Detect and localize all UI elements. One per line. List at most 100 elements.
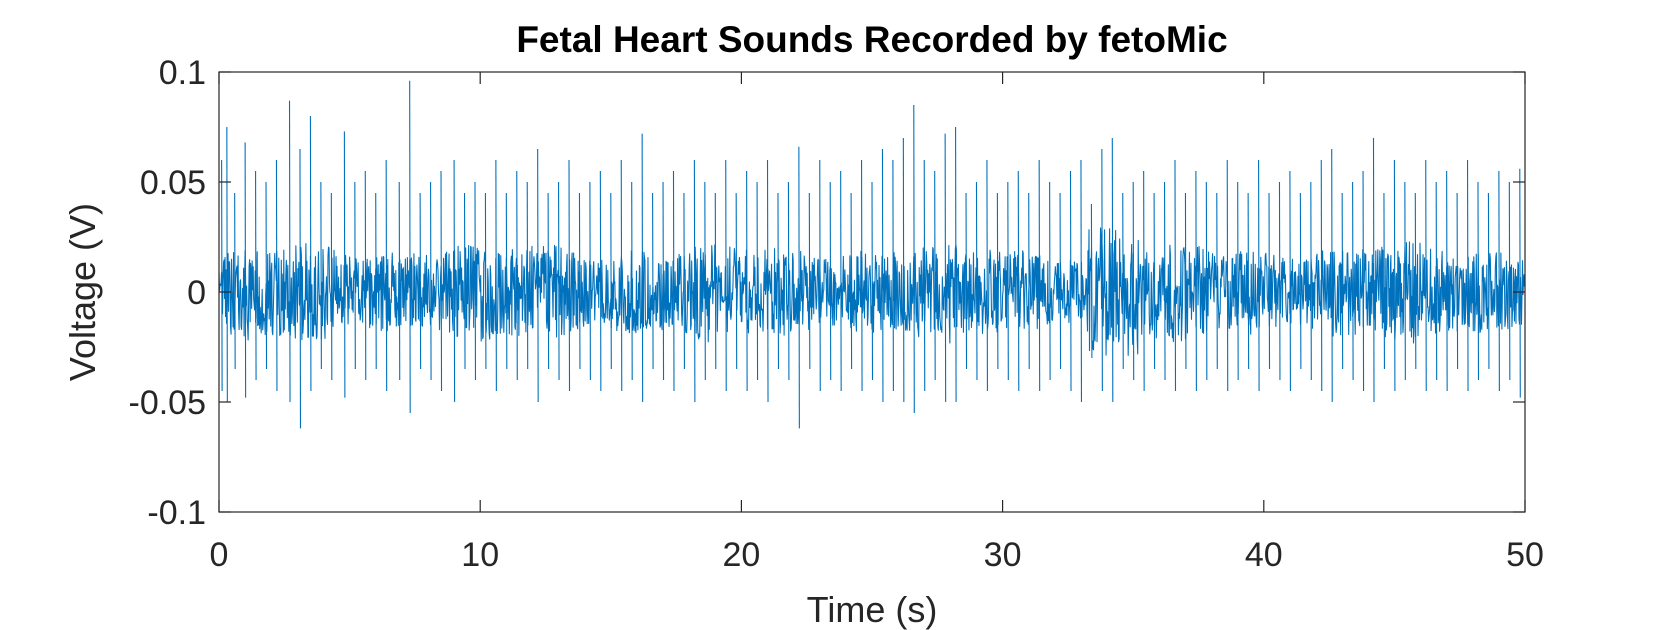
heart-spike: [537, 148, 539, 403]
heart-spike: [1122, 192, 1124, 370]
heart-spike: [1205, 181, 1208, 381]
heart-spike: [913, 104, 915, 414]
heart-spike: [1425, 159, 1427, 392]
heart-spike: [1195, 170, 1197, 392]
heart-spike: [1174, 159, 1177, 392]
heart-spike: [996, 192, 999, 370]
heart-spike: [1049, 181, 1051, 381]
x-tick-label: 40: [1245, 536, 1283, 574]
heart-spike: [1226, 159, 1229, 392]
heart-spike: [1508, 181, 1511, 381]
heart-spike: [453, 159, 456, 403]
heart-spike: [474, 181, 477, 381]
heart-spike: [620, 159, 623, 392]
heart-spike: [1414, 192, 1417, 370]
heart-spike: [1331, 148, 1333, 403]
heart-spike: [1132, 181, 1135, 381]
heart-spike: [1101, 148, 1103, 392]
y-tick-label: -0.05: [129, 384, 207, 422]
heart-spike: [1341, 192, 1344, 370]
heart-spike: [881, 148, 884, 403]
chart-title: Fetal Heart Sounds Recorded by fetoMic: [516, 19, 1227, 60]
heart-spike: [808, 192, 811, 370]
heart-spike: [547, 192, 550, 370]
heart-spike: [944, 133, 947, 403]
heart-spike: [255, 170, 257, 381]
heart-spike: [631, 181, 633, 381]
heart-spike: [662, 181, 665, 381]
heart-spike: [1435, 181, 1438, 381]
heart-spike: [275, 159, 278, 392]
heart-spike: [1393, 159, 1396, 392]
heart-spike: [892, 159, 894, 392]
heart-spike: [934, 170, 936, 381]
heart-spike: [860, 159, 863, 392]
heart-spike: [1289, 170, 1291, 392]
heart-spike: [975, 181, 978, 381]
heart-spike: [234, 192, 236, 370]
heart-spike: [787, 181, 790, 381]
heart-spike: [1216, 192, 1218, 370]
heart-spike: [1299, 192, 1302, 370]
heart-spike: [610, 192, 612, 370]
heart-spike: [1320, 159, 1323, 392]
heart-spike: [1258, 159, 1260, 392]
heart-spike: [589, 181, 591, 381]
x-tick-label: 0: [210, 536, 229, 574]
heart-spike: [1017, 170, 1020, 392]
heart-spike: [375, 192, 377, 370]
heart-spike: [1153, 192, 1156, 370]
heart-spike: [526, 181, 529, 370]
heart-spike: [343, 131, 346, 398]
heart-spike: [746, 170, 748, 392]
heart-spike: [599, 170, 602, 392]
x-tick-label: 10: [461, 536, 499, 574]
heart-spike: [819, 159, 821, 392]
heart-spike: [766, 159, 769, 403]
heart-spike: [568, 159, 571, 392]
heart-spike: [484, 192, 487, 370]
heart-spike: [1038, 159, 1041, 392]
heart-spike: [221, 159, 223, 392]
heart-spike: [1028, 192, 1030, 370]
heart-spike: [578, 192, 581, 370]
y-tick-label: -0.1: [147, 494, 206, 532]
heart-spike: [354, 181, 356, 370]
heart-spike: [756, 181, 759, 381]
heart-spike: [798, 146, 800, 429]
heart-spike: [1143, 170, 1145, 392]
heart-spike: [672, 170, 675, 392]
heart-spike: [419, 192, 422, 370]
heart-spike: [1310, 181, 1312, 381]
heart-spike: [385, 159, 388, 392]
heart-spike: [495, 159, 497, 392]
heart-spike: [1487, 192, 1490, 370]
heart-spike: [330, 192, 333, 381]
heart-spike: [1247, 192, 1250, 370]
heart-spike: [955, 126, 957, 403]
heart-spike: [902, 137, 905, 403]
heart-spike: [714, 192, 717, 370]
heart-spike: [1163, 181, 1166, 381]
heart-spike: [965, 192, 968, 370]
x-tick-label: 20: [722, 536, 760, 574]
heart-spike: [1466, 159, 1469, 392]
y-axis-label: Voltage (V): [62, 203, 103, 381]
heart-spike: [1111, 137, 1114, 403]
heart-spike: [1080, 159, 1083, 403]
heart-spike: [226, 126, 228, 403]
heart-spike: [1278, 181, 1281, 381]
x-axis-label: Time (s): [807, 589, 938, 630]
heart-spike: [1446, 170, 1448, 392]
y-tick-label: 0.05: [140, 164, 206, 202]
heart-spike: [265, 181, 268, 370]
heart-spike: [1498, 170, 1500, 392]
heart-spike: [1090, 203, 1093, 359]
heart-spike: [244, 142, 247, 398]
heart-spike: [320, 181, 322, 370]
heart-spike: [1237, 181, 1239, 381]
heart-spike: [1007, 181, 1009, 381]
heart-spike: [641, 133, 644, 403]
